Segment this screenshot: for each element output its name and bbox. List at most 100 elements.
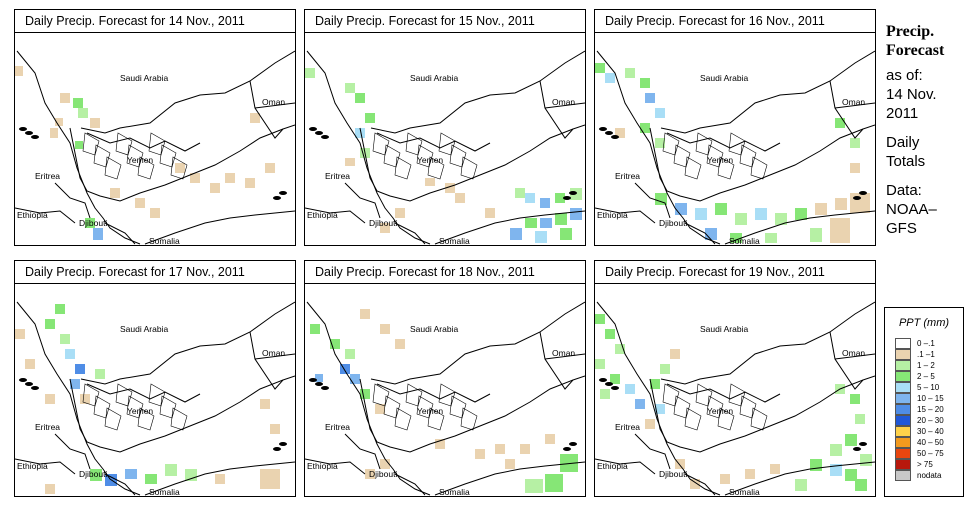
label-ethiopia: Ethiopia bbox=[597, 461, 628, 471]
label-yemen: Yemen bbox=[417, 155, 443, 165]
yemen-coast bbox=[359, 375, 585, 453]
label-oman: Oman bbox=[552, 348, 575, 358]
governorate-boundary bbox=[673, 144, 691, 168]
governorate-boundary bbox=[383, 144, 401, 168]
precip-cell bbox=[850, 138, 860, 148]
label-eritrea: Eritrea bbox=[325, 171, 350, 181]
oman-border-2 bbox=[254, 102, 295, 109]
label-ethiopia: Ethiopia bbox=[17, 210, 48, 220]
island bbox=[605, 382, 613, 386]
governorate-boundary bbox=[460, 156, 478, 180]
precip-cell bbox=[45, 394, 55, 404]
precip-cell bbox=[675, 459, 685, 469]
island bbox=[25, 382, 33, 386]
island bbox=[19, 127, 27, 131]
info-title-line2: Forecast bbox=[886, 42, 945, 59]
saudi-border bbox=[370, 301, 585, 385]
coast-line bbox=[16, 301, 141, 496]
ethiopia-border bbox=[684, 473, 716, 496]
legend-row: 0 –.1 bbox=[895, 338, 944, 349]
label-somalia: Somalia bbox=[439, 236, 470, 245]
governorate-boundary bbox=[684, 156, 702, 180]
panel-title: Daily Precip. Forecast for 15 Nov., 2011 bbox=[305, 10, 585, 33]
precip-map: Saudi Arabia Oman Yemen Eritrea Ethiopia Djib… bbox=[305, 284, 585, 496]
label-djibouti: Djibouti bbox=[79, 469, 107, 479]
island bbox=[273, 196, 281, 200]
precip-map: Saudi Arabia Oman Yemen Eritrea Ethiopia Djib… bbox=[15, 284, 295, 496]
oman-border bbox=[829, 331, 864, 390]
precip-cell bbox=[610, 374, 620, 384]
label-saudi-arabia: Saudi Arabia bbox=[120, 73, 168, 83]
island bbox=[599, 378, 607, 382]
precip-cell bbox=[545, 474, 563, 492]
legend-swatch bbox=[895, 349, 911, 360]
precip-cell bbox=[850, 394, 860, 404]
precip-cell bbox=[540, 218, 552, 228]
label-eritrea: Eritrea bbox=[615, 171, 640, 181]
governorate-boundary bbox=[159, 144, 177, 168]
governorate-boundary bbox=[170, 407, 188, 431]
precip-map: Saudi Arabia Oman Yemen Eritrea Ethiopia Djib… bbox=[305, 33, 585, 245]
precip-cell bbox=[380, 324, 390, 334]
precip-cell bbox=[225, 173, 235, 183]
africa-border-1 bbox=[54, 433, 91, 470]
precip-cell bbox=[830, 464, 842, 476]
precip-cell bbox=[655, 404, 665, 414]
ethiopia-border bbox=[104, 222, 136, 245]
label-eritrea: Eritrea bbox=[325, 422, 350, 432]
governorate-boundary bbox=[460, 407, 478, 431]
precip-cell bbox=[435, 439, 445, 449]
legend-swatch bbox=[895, 393, 911, 404]
label-ethiopia: Ethiopia bbox=[597, 210, 628, 220]
legend-row: 20 – 30 bbox=[895, 415, 944, 426]
island bbox=[315, 131, 323, 135]
precip-cell bbox=[770, 464, 780, 474]
precip-cell bbox=[365, 113, 375, 123]
yemen-coast bbox=[649, 375, 875, 453]
precip-cell bbox=[185, 469, 197, 481]
governorate-boundary bbox=[684, 407, 702, 431]
island bbox=[563, 196, 571, 200]
precip-cell bbox=[355, 128, 365, 138]
forecast-panel-19nov: Daily Precip. Forecast for 19 Nov., 2011… bbox=[594, 260, 876, 497]
governorate-boundary bbox=[728, 132, 746, 156]
oman-border-2 bbox=[544, 353, 585, 360]
legend-swatch bbox=[895, 448, 911, 459]
governorate-boundary bbox=[427, 407, 445, 431]
precip-cell bbox=[60, 93, 70, 103]
panel-title: Daily Precip. Forecast for 18 Nov., 2011 bbox=[305, 261, 585, 284]
info-date-line2: 2011 bbox=[886, 105, 919, 122]
precip-cell bbox=[640, 78, 650, 88]
precip-cell bbox=[210, 183, 220, 193]
governorate-boundary bbox=[449, 144, 467, 168]
precip-cell bbox=[45, 319, 55, 329]
precip-cell bbox=[330, 339, 340, 349]
legend-label: 40 – 50 bbox=[917, 438, 944, 447]
legend-label: 0 –.1 bbox=[917, 339, 935, 348]
precip-cell bbox=[445, 183, 455, 193]
panel-title: Daily Precip. Forecast for 14 Nov., 2011 bbox=[15, 10, 295, 33]
label-oman: Oman bbox=[552, 97, 575, 107]
island bbox=[31, 386, 39, 390]
precip-cell bbox=[745, 469, 755, 479]
legend-items: 0 –.1 .1 –1 1 – 2 2 – 5 5 – 10 10 – 15 15 – 20… bbox=[895, 338, 944, 481]
label-yemen: Yemen bbox=[707, 155, 733, 165]
precip-cells bbox=[305, 68, 582, 243]
oman-border bbox=[539, 80, 574, 139]
legend-swatch bbox=[895, 404, 911, 415]
precip-cell bbox=[340, 364, 350, 374]
precip-cell bbox=[495, 444, 505, 454]
saudi-border bbox=[660, 301, 875, 385]
saudi-border bbox=[660, 50, 875, 134]
precip-cell bbox=[605, 73, 615, 83]
somalia-coast bbox=[144, 461, 295, 496]
precip-cell bbox=[60, 334, 70, 344]
precip-cell bbox=[845, 469, 857, 481]
label-somalia: Somalia bbox=[729, 487, 760, 496]
label-saudi-arabia: Saudi Arabia bbox=[700, 324, 748, 334]
precip-cell bbox=[345, 83, 355, 93]
panel-title: Daily Precip. Forecast for 17 Nov., 2011 bbox=[15, 261, 295, 284]
label-saudi-arabia: Saudi Arabia bbox=[410, 324, 458, 334]
africa-border-2 bbox=[595, 207, 656, 224]
somalia-coast bbox=[144, 210, 295, 245]
